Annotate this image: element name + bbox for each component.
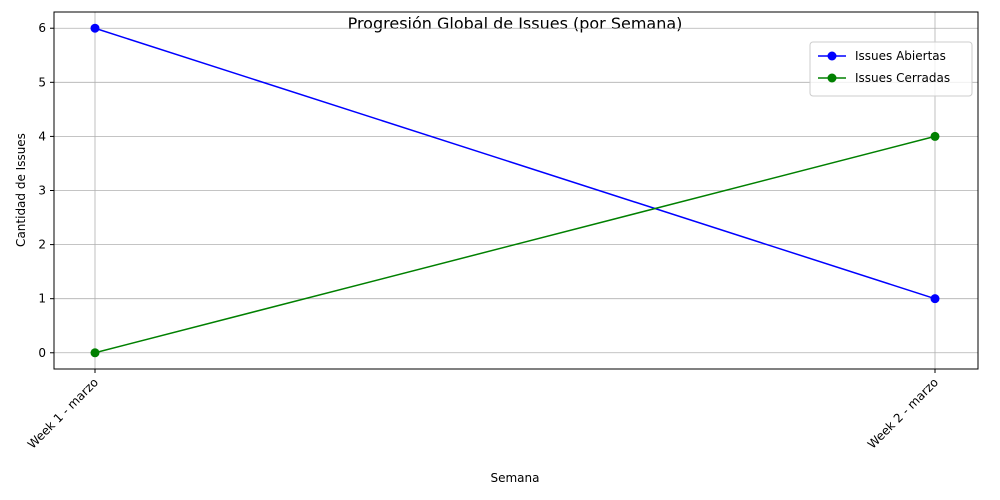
legend-box bbox=[809, 41, 973, 97]
series-line bbox=[94, 135, 936, 354]
x-axis-label: Semana bbox=[490, 471, 539, 485]
y-tick-label: 5 bbox=[38, 75, 46, 89]
y-tick-label: 0 bbox=[38, 346, 46, 360]
series-group bbox=[90, 23, 940, 358]
legend: Issues Abiertas Issues Cerradas bbox=[809, 41, 973, 97]
chart-title: Progresión Global de Issues (por Semana) bbox=[348, 14, 683, 33]
data-point bbox=[90, 348, 100, 358]
x-axis: Week 1 - marzo Week 2 - marzo bbox=[25, 369, 941, 452]
legend-marker bbox=[827, 51, 837, 61]
y-tick-label: 2 bbox=[38, 238, 46, 252]
x-tick-label: Week 2 - marzo bbox=[865, 375, 941, 451]
y-axis: 0 1 2 3 4 5 6 bbox=[38, 21, 54, 360]
data-point bbox=[90, 23, 100, 33]
y-axis-label: Cantidad de Issues bbox=[14, 133, 28, 247]
legend-marker bbox=[827, 73, 837, 83]
data-point bbox=[930, 131, 940, 141]
legend-label: Issues Cerradas bbox=[855, 71, 950, 85]
y-tick-label: 1 bbox=[38, 292, 46, 306]
y-tick-label: 4 bbox=[38, 129, 46, 143]
x-tick-label: Week 1 - marzo bbox=[25, 375, 101, 451]
data-point bbox=[930, 294, 940, 304]
y-tick-label: 6 bbox=[38, 21, 46, 35]
legend-label: Issues Abiertas bbox=[855, 49, 946, 63]
series-line bbox=[94, 27, 936, 300]
y-tick-label: 3 bbox=[38, 184, 46, 198]
